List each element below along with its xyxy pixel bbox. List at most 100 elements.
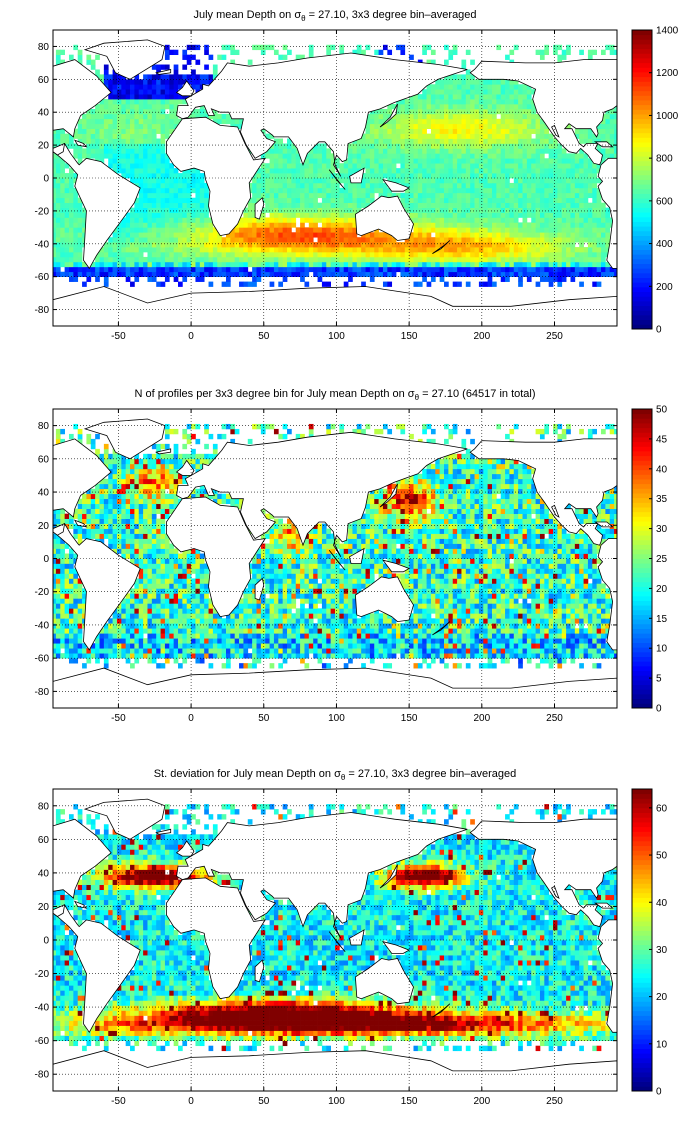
heatmap-cell: [91, 139, 96, 144]
heatmap-cell: [361, 203, 366, 208]
chart-title-main: July mean Depth on σ: [193, 9, 301, 21]
heatmap-cell: [60, 618, 65, 623]
heatmap-cell: [461, 183, 466, 188]
heatmap-cell: [470, 114, 475, 119]
heatmap-cell: [540, 277, 545, 282]
heatmap-cell: [143, 173, 148, 178]
heatmap-cell: [326, 232, 331, 237]
heatmap-cell: [69, 573, 74, 578]
heatmap-cell: [344, 203, 349, 208]
heatmap-cell: [65, 178, 70, 183]
heatmap-cell: [82, 267, 87, 272]
heatmap-cell: [52, 618, 57, 623]
colorbar-segment: [632, 273, 652, 278]
heatmap-cell: [113, 252, 118, 257]
heatmap-cell: [195, 79, 200, 84]
heatmap-cell: [130, 544, 135, 549]
heatmap-cell: [400, 267, 405, 272]
heatmap-cell: [121, 99, 126, 104]
heatmap-cell: [117, 158, 122, 163]
heatmap-cell: [296, 168, 301, 173]
heatmap-cell: [161, 643, 166, 648]
heatmap-cell: [117, 638, 122, 643]
heatmap-cell: [161, 89, 166, 94]
heatmap-cell: [523, 188, 528, 193]
heatmap-cell: [348, 252, 353, 257]
heatmap-cell: [540, 252, 545, 257]
heatmap-cell: [523, 237, 528, 242]
heatmap-cell: [562, 153, 567, 158]
heatmap-cell: [130, 158, 135, 163]
heatmap-cell: [448, 94, 453, 99]
heatmap-cell: [461, 114, 466, 119]
heatmap-cell: [52, 158, 57, 163]
heatmap-cell: [357, 267, 362, 272]
heatmap-cell: [601, 217, 606, 222]
heatmap-cell: [370, 134, 375, 139]
heatmap-cell: [418, 237, 423, 242]
heatmap-cell: [73, 257, 78, 262]
heatmap-cell: [435, 94, 440, 99]
heatmap-cell: [265, 168, 270, 173]
heatmap-cell: [156, 198, 161, 203]
heatmap-cell: [496, 153, 501, 158]
heatmap-cell: [274, 247, 279, 252]
heatmap-cell: [248, 252, 253, 257]
heatmap-cell: [405, 247, 410, 252]
heatmap-cell: [557, 158, 562, 163]
heatmap-cell: [523, 114, 528, 119]
heatmap-cell: [235, 257, 240, 262]
heatmap-cell: [165, 469, 170, 474]
heatmap-cell: [418, 129, 423, 134]
heatmap-cell: [509, 247, 514, 252]
heatmap-cell: [191, 208, 196, 213]
heatmap-cell: [313, 208, 318, 213]
heatmap-cell: [156, 663, 161, 668]
heatmap-cell: [291, 158, 296, 163]
heatmap-cell: [134, 267, 139, 272]
heatmap-cell: [300, 217, 305, 222]
heatmap-cell: [117, 148, 122, 153]
heatmap-cell: [562, 242, 567, 247]
heatmap-cell: [152, 504, 157, 509]
heatmap-cell: [453, 203, 458, 208]
heatmap-cell: [427, 168, 432, 173]
heatmap-cell: [339, 198, 344, 203]
heatmap-cell: [152, 529, 157, 534]
heatmap-cell: [413, 99, 418, 104]
heatmap-cell: [252, 277, 257, 282]
heatmap-cell: [134, 153, 139, 158]
heatmap-cell: [579, 153, 584, 158]
heatmap-cell: [605, 237, 610, 242]
heatmap-cell: [335, 257, 340, 262]
heatmap-cell: [270, 193, 275, 198]
heatmap-cell: [147, 653, 152, 658]
heatmap-cell: [570, 173, 575, 178]
heatmap-cell: [557, 153, 562, 158]
heatmap-cell: [156, 173, 161, 178]
heatmap-cell: [479, 217, 484, 222]
heatmap-cell: [509, 257, 514, 262]
heatmap-cell: [108, 242, 113, 247]
heatmap-cell: [431, 158, 436, 163]
heatmap-cell: [139, 129, 144, 134]
heatmap-cell: [413, 227, 418, 232]
heatmap-cell: [396, 148, 401, 153]
heatmap-cell: [121, 262, 126, 267]
heatmap-cell: [86, 494, 91, 499]
heatmap-cell: [134, 648, 139, 653]
heatmap-cell: [78, 148, 83, 153]
heatmap-cell: [505, 213, 510, 218]
heatmap-cell: [483, 163, 488, 168]
heatmap-cell: [113, 94, 118, 99]
heatmap-cell: [156, 163, 161, 168]
heatmap-cell: [113, 623, 118, 628]
heatmap-cell: [348, 213, 353, 218]
heatmap-cell: [492, 148, 497, 153]
heatmap-cell: [139, 598, 144, 603]
heatmap-cell: [156, 188, 161, 193]
heatmap-cell: [287, 247, 292, 252]
heatmap-cell: [147, 563, 152, 568]
heatmap-cell: [134, 504, 139, 509]
heatmap-cell: [405, 193, 410, 198]
